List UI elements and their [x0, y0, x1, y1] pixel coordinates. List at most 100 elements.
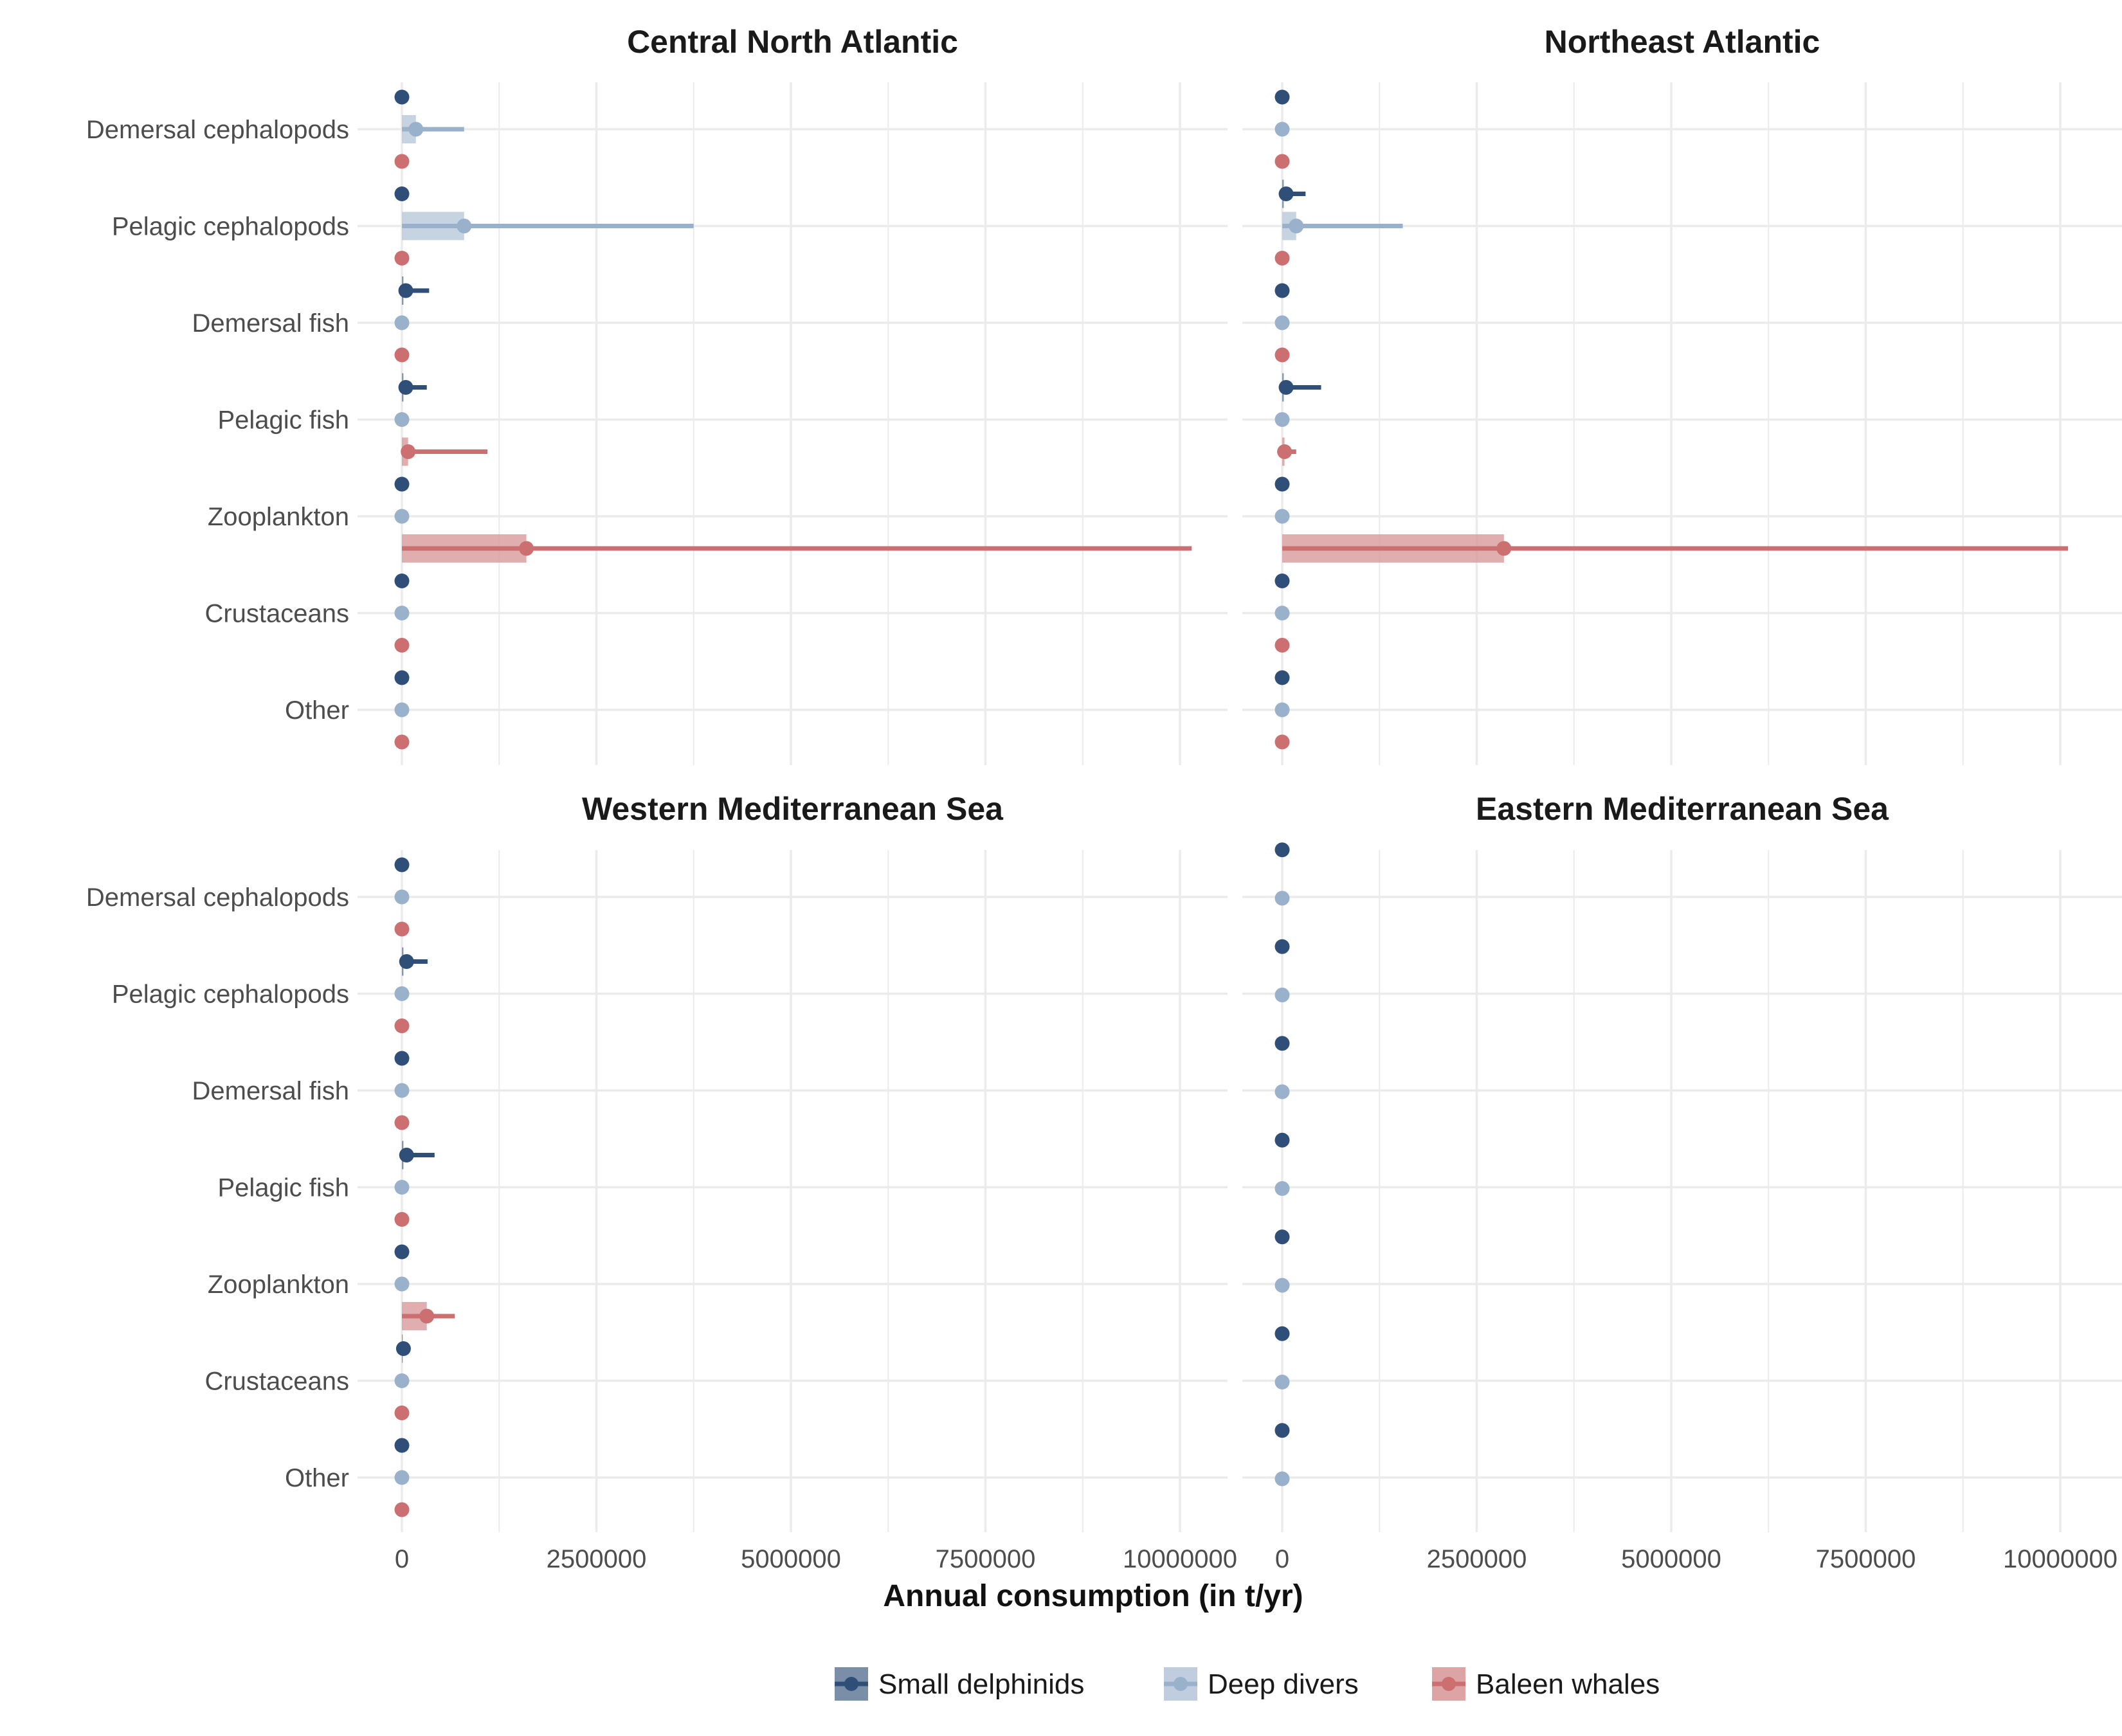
- point-small-delphinids: [395, 1341, 411, 1356]
- point-deep-divers: [1274, 891, 1290, 906]
- point-deep-divers: [1274, 606, 1290, 620]
- point-baleen-whales: [394, 638, 410, 653]
- point-deep-divers: [408, 122, 424, 137]
- legend-key-point: [1174, 1677, 1188, 1691]
- legend-key-point: [1442, 1677, 1456, 1691]
- y-tick-label: Pelagic fish: [217, 1174, 349, 1202]
- point-deep-divers: [1289, 219, 1304, 233]
- point-baleen-whales: [1277, 444, 1292, 459]
- point-baleen-whales: [1496, 541, 1512, 556]
- point-small-delphinids: [399, 1148, 414, 1162]
- point-small-delphinids: [394, 89, 410, 105]
- point-baleen-whales: [419, 1308, 435, 1324]
- y-tick-label: Other: [285, 1464, 349, 1492]
- y-tick-label: Zooplankton: [208, 1270, 349, 1299]
- data-marks: [1274, 842, 1290, 1487]
- point-baleen-whales: [394, 734, 410, 750]
- point-deep-divers: [394, 986, 410, 1001]
- point-deep-divers: [1274, 1181, 1290, 1196]
- panels-layer: Central North Atlantic Demersal cephalopo…: [86, 24, 2122, 1532]
- y-tick-label: Crustaceans: [204, 1368, 349, 1396]
- point-baleen-whales: [1274, 251, 1290, 266]
- point-small-delphinids: [1274, 1036, 1290, 1051]
- y-tick-label: Pelagic cephalopods: [112, 981, 349, 1009]
- y-tick-label: Crustaceans: [204, 600, 349, 628]
- point-baleen-whales: [1274, 154, 1290, 169]
- legend: Small delphinids Deep divers Baleen whales: [835, 1667, 1660, 1701]
- point-small-delphinids: [398, 283, 413, 298]
- point-deep-divers: [394, 606, 410, 620]
- point-deep-divers: [1274, 1278, 1290, 1293]
- point-deep-divers: [394, 1083, 410, 1098]
- point-small-delphinids: [1274, 842, 1290, 858]
- point-small-delphinids: [394, 476, 410, 492]
- point-deep-divers: [1274, 1471, 1290, 1487]
- point-small-delphinids: [394, 1244, 410, 1260]
- gridlines: [358, 82, 1228, 765]
- point-small-delphinids: [1274, 283, 1290, 298]
- legend-label: Deep divers: [1208, 1668, 1359, 1700]
- y-tick-label: Demersal fish: [192, 309, 349, 338]
- legend-item-baleen-whales: Baleen whales: [1432, 1667, 1660, 1701]
- gridlines: [358, 850, 1228, 1532]
- data-marks: [1274, 89, 2069, 750]
- y-tick-label: Demersal fish: [192, 1077, 349, 1105]
- point-deep-divers: [394, 702, 410, 718]
- point-small-delphinids: [394, 857, 410, 873]
- y-tick-label: Other: [285, 696, 349, 725]
- point-baleen-whales: [394, 1212, 410, 1227]
- point-deep-divers: [394, 509, 410, 524]
- point-deep-divers: [1274, 122, 1290, 137]
- x-axis-title: Annual consumption (in t/yr): [883, 1579, 1303, 1613]
- point-small-delphinids: [398, 380, 413, 395]
- point-small-delphinids: [1274, 670, 1290, 685]
- x-tick-label: 7500000: [1816, 1545, 1916, 1573]
- point-deep-divers: [394, 889, 410, 905]
- panel-northeast-atlantic: Northeast Atlantic: [1242, 24, 2122, 765]
- panel-title: Eastern Mediterranean Sea: [1476, 791, 1889, 827]
- legend-key-point: [844, 1677, 858, 1691]
- x-tick-label: 10000000: [1123, 1545, 1237, 1573]
- panel-eastern-mediterranean-sea: Eastern Mediterranean Sea: [1242, 791, 2122, 1532]
- legend-label: Small delphinids: [878, 1668, 1084, 1700]
- point-baleen-whales: [394, 347, 410, 363]
- panel-title: Central North Atlantic: [627, 24, 958, 60]
- point-deep-divers: [1274, 1084, 1290, 1099]
- point-small-delphinids: [399, 954, 414, 969]
- point-small-delphinids: [1274, 574, 1290, 588]
- y-tick-label: Zooplankton: [208, 503, 349, 531]
- point-small-delphinids: [1274, 1326, 1290, 1341]
- point-deep-divers: [457, 219, 472, 233]
- y-tick-label: Demersal cephalopods: [86, 116, 349, 144]
- point-baleen-whales: [394, 1018, 410, 1033]
- point-deep-divers: [394, 1180, 410, 1195]
- point-small-delphinids: [394, 574, 410, 588]
- point-small-delphinids: [394, 186, 410, 201]
- legend-item-deep-divers: Deep divers: [1164, 1667, 1359, 1701]
- point-small-delphinids: [1274, 89, 1290, 105]
- point-baleen-whales: [394, 1502, 410, 1517]
- point-deep-divers: [394, 1470, 410, 1485]
- point-deep-divers: [1274, 412, 1290, 427]
- point-small-delphinids: [394, 670, 410, 685]
- point-small-delphinids: [1274, 1229, 1290, 1245]
- point-baleen-whales: [394, 154, 410, 169]
- gridlines: [1242, 82, 2122, 765]
- data-marks: [394, 857, 455, 1517]
- point-small-delphinids: [1278, 380, 1294, 395]
- point-deep-divers: [1274, 988, 1290, 1002]
- panel-central-north-atlantic: Central North Atlantic Demersal cephalopo…: [86, 24, 1228, 765]
- point-small-delphinids: [1274, 1132, 1290, 1148]
- y-tick-label: Demersal cephalopods: [86, 883, 349, 912]
- data-marks: [394, 89, 1192, 750]
- y-tick-label: Pelagic fish: [217, 406, 349, 435]
- point-baleen-whales: [394, 921, 410, 937]
- x-tick-label: 2500000: [1427, 1545, 1527, 1573]
- point-baleen-whales: [394, 251, 410, 266]
- point-deep-divers: [1274, 509, 1290, 524]
- x-tick-label: 0: [1275, 1545, 1289, 1573]
- panel-western-mediterranean-sea: Western Mediterranean Sea Demersal cephal…: [86, 791, 1228, 1532]
- point-small-delphinids: [394, 1051, 410, 1066]
- x-axis-layer: 0 2500000 5000000 7500000 10000000 0 2500000 50…: [395, 1545, 2117, 1573]
